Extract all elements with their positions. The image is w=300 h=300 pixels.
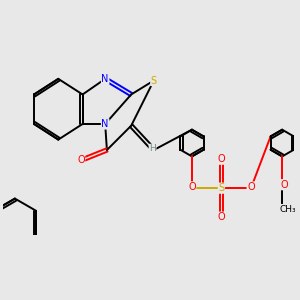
Text: O: O [218,154,225,164]
Text: S: S [151,76,157,85]
Text: N: N [101,74,109,84]
Text: O: O [247,182,255,192]
Text: N: N [101,119,109,129]
Text: H: H [149,144,156,153]
Text: O: O [188,182,196,192]
Text: O: O [77,155,85,165]
Text: O: O [281,180,288,190]
Text: O: O [218,212,225,222]
Text: S: S [218,183,224,193]
Text: CH₃: CH₃ [279,205,296,214]
